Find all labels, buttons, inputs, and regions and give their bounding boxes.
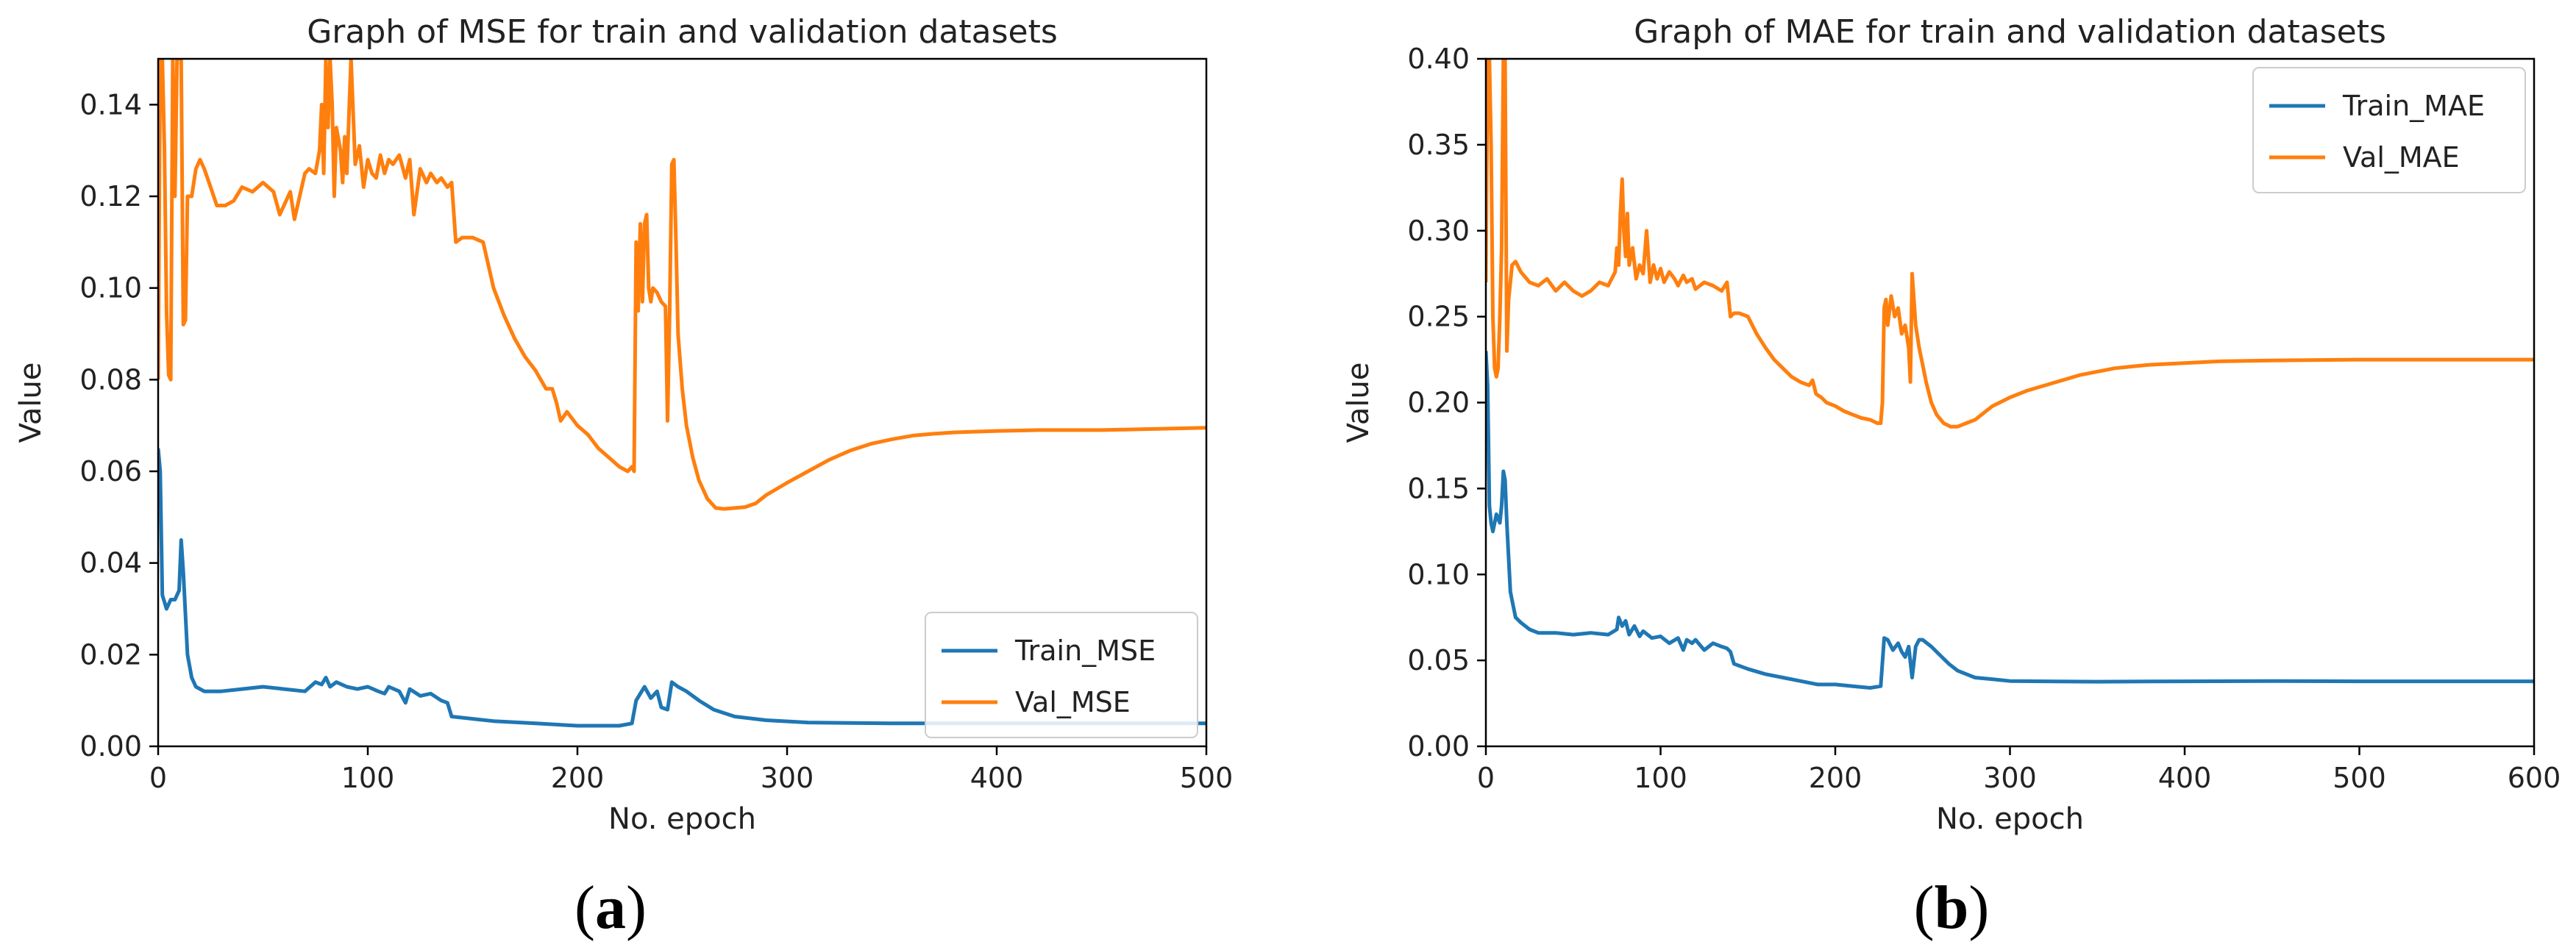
y-tick-label: 0.14: [79, 88, 142, 121]
y-tick-label: 0.08: [79, 363, 142, 396]
x-tick-label: 600: [2508, 762, 2561, 794]
legend: Train_MAE Val_MAE: [2252, 67, 2526, 193]
chart-title: Graph of MAE for train and validation da…: [1634, 13, 2386, 51]
x-tick-label: 300: [1983, 762, 2037, 794]
y-tick-label: 0.25: [1407, 301, 1470, 333]
y-tick-label: 0.10: [1407, 558, 1470, 590]
y-tick-label: 0.00: [79, 730, 142, 762]
panel-label-b: (b): [1913, 874, 1990, 942]
series-line-val-mse: [158, 59, 1206, 511]
y-axis-label: Value: [14, 362, 48, 443]
y-tick-label: 0.00: [1407, 730, 1470, 762]
y-tick-label: 0.20: [1407, 387, 1470, 419]
legend-label: Val_MSE: [1015, 686, 1131, 718]
legend-label: Val_MAE: [2343, 141, 2460, 174]
x-axis-label: No. epoch: [1936, 802, 2084, 836]
x-tick-label: 0: [1477, 762, 1495, 794]
chart-mse: 0 100 200 300 400 500 0.00 0.02 0.04 0.06 0.08 0.10…: [14, 13, 1233, 836]
panel-label-a: (a): [574, 874, 647, 942]
x-tick-label: 0: [149, 762, 167, 794]
y-tick-label: 0.05: [1407, 644, 1470, 676]
y-tick-label: 0.10: [79, 272, 142, 304]
x-tick-label: 400: [970, 762, 1024, 794]
series-line-train-mse: [158, 448, 1206, 728]
legend: Train_MSE Val_MSE: [925, 612, 1198, 738]
series-line-train-mae: [1486, 351, 2534, 690]
y-tick-label: 0.12: [79, 180, 142, 213]
y-tick-label: 0.15: [1407, 472, 1470, 504]
legend-label: Train_MAE: [2342, 90, 2485, 122]
legend-box: [925, 612, 1198, 738]
series-line-val-mae: [1486, 59, 2534, 429]
x-tick-label: 400: [2158, 762, 2212, 794]
y-tick-label: 0.30: [1407, 215, 1470, 247]
chart-mae: 0 100 200 300 400 500 600 0.00 0.05 0.10 0.15 0.20 0…: [1342, 13, 2561, 836]
x-axis-label: No. epoch: [608, 802, 756, 836]
x-tick-label: 500: [1180, 762, 1234, 794]
legend-label: Train_MSE: [1014, 635, 1156, 667]
x-tick-label: 200: [1809, 762, 1862, 794]
x-tick-label: 500: [2333, 762, 2386, 794]
x-tick-label: 100: [341, 762, 395, 794]
x-tick-label: 100: [1634, 762, 1687, 794]
y-tick-label: 0.04: [79, 547, 142, 579]
x-tick-label: 300: [761, 762, 814, 794]
y-tick-label: 0.06: [79, 455, 142, 488]
y-axis-label: Value: [1342, 362, 1376, 443]
legend-box: [2252, 67, 2526, 193]
chart-title: Graph of MSE for train and validation da…: [307, 13, 1058, 51]
x-tick-label: 200: [551, 762, 605, 794]
plot-frame: [157, 57, 1208, 748]
y-tick-label: 0.02: [79, 638, 142, 671]
y-tick-label: 0.40: [1407, 43, 1470, 75]
y-tick-label: 0.35: [1407, 129, 1470, 161]
